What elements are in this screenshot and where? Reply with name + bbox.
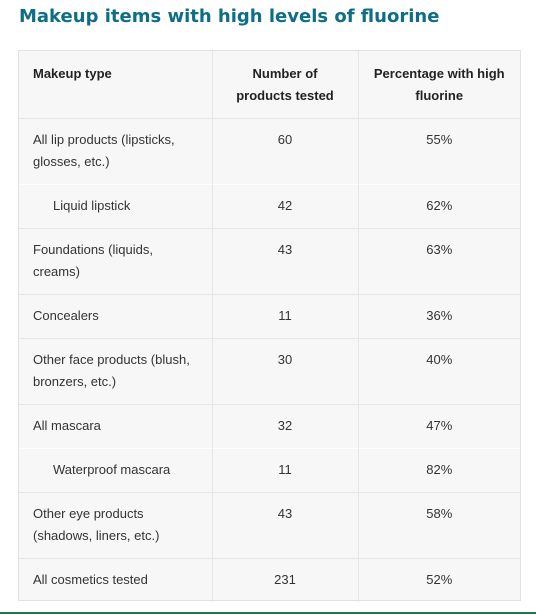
products-tested-cell: 60 xyxy=(211,118,358,184)
makeup-type-cell: All mascara xyxy=(33,417,101,433)
table-row: Waterproof mascara 11 82% xyxy=(19,448,520,492)
table-row: Liquid lipstick 42 62% xyxy=(19,184,520,228)
page-title: Makeup items with high levels of fluorin… xyxy=(19,6,440,27)
fluorine-table-container: Makeup type Number of products tested Pe… xyxy=(18,50,521,602)
products-tested-cell: 42 xyxy=(211,184,358,228)
makeup-type-cell: Liquid lipstick xyxy=(53,197,131,213)
table-row: Foundations (liquids, creams) 43 63% xyxy=(19,228,520,294)
makeup-type-cell: All lip products (lipsticks, glosses, et… xyxy=(33,131,175,169)
percentage-cell: 62% xyxy=(357,184,520,228)
percentage-cell: 58% xyxy=(357,492,520,558)
percentage-cell: 55% xyxy=(357,118,520,184)
products-tested-cell: 30 xyxy=(211,338,358,404)
table-row: All cosmetics tested 231 52% xyxy=(19,558,520,602)
table-row: All mascara 32 47% xyxy=(19,404,520,448)
table-header-row: Makeup type Number of products tested Pe… xyxy=(19,51,520,118)
bottom-divider xyxy=(0,612,536,614)
fluorine-table: Makeup type Number of products tested Pe… xyxy=(19,51,520,602)
header-makeup-type: Makeup type xyxy=(33,66,112,81)
makeup-type-cell: All cosmetics tested xyxy=(33,571,148,587)
makeup-type-cell: Concealers xyxy=(33,307,99,323)
products-tested-cell: 11 xyxy=(211,294,358,338)
percentage-cell: 82% xyxy=(357,448,520,492)
makeup-type-cell: Other eye products (shadows, liners, etc… xyxy=(33,505,160,543)
table-row: Other eye products (shadows, liners, etc… xyxy=(19,492,520,558)
table-row: Concealers 11 36% xyxy=(19,294,520,338)
percentage-cell: 36% xyxy=(357,294,520,338)
makeup-type-cell: Foundations (liquids, creams) xyxy=(33,241,153,279)
products-tested-cell: 11 xyxy=(211,448,358,492)
table-row: Other face products (blush, bronzers, et… xyxy=(19,338,520,404)
percentage-cell: 40% xyxy=(357,338,520,404)
makeup-type-cell: Other face products (blush, bronzers, et… xyxy=(33,351,190,389)
table-row: All lip products (lipsticks, glosses, et… xyxy=(19,118,520,184)
percentage-cell: 47% xyxy=(357,404,520,448)
header-products-tested: Number of products tested xyxy=(211,51,358,118)
products-tested-cell: 43 xyxy=(211,492,358,558)
header-percentage-high-fluorine: Percentage with high fluorine xyxy=(357,51,520,118)
percentage-cell: 63% xyxy=(357,228,520,294)
products-tested-cell: 32 xyxy=(211,404,358,448)
products-tested-cell: 231 xyxy=(211,558,358,602)
percentage-cell: 52% xyxy=(357,558,520,602)
products-tested-cell: 43 xyxy=(211,228,358,294)
makeup-type-cell: Waterproof mascara xyxy=(53,461,171,477)
